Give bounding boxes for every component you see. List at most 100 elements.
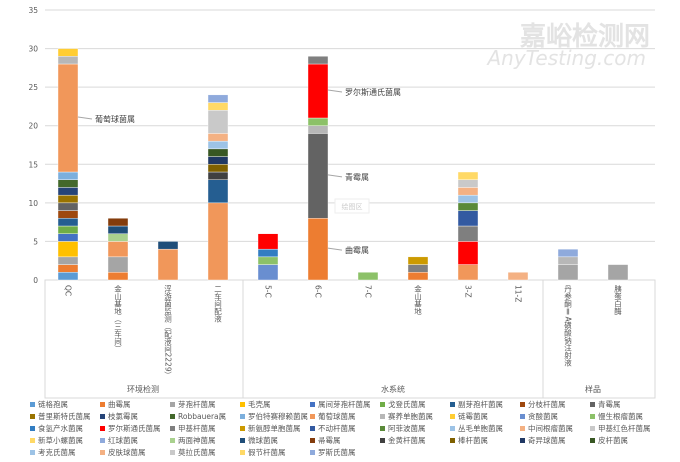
bar-segment-甲基杆菌属	[307, 56, 329, 65]
legend-label: 两面神菌属	[178, 436, 216, 445]
legend-label: 不动杆菌属	[318, 424, 356, 433]
bar-segment-曲霉属	[107, 272, 129, 281]
category-label: 11-Z	[514, 285, 523, 302]
bar-segment-慢生根瘤菌属	[257, 256, 279, 265]
legend-swatch	[380, 438, 385, 443]
bar-segment-考克氏菌属	[207, 140, 229, 150]
tooltip-box	[334, 198, 370, 214]
legend-swatch	[170, 402, 175, 407]
legend-item: 丛毛单胞菌属	[450, 423, 520, 434]
legend-swatch	[590, 426, 595, 431]
bar-segment-分枝杆菌属	[57, 210, 79, 219]
bar-segment-罗尔斯通氏菌属	[307, 63, 329, 119]
legend-item: 奇异球菌属	[520, 435, 590, 446]
data-annotation: 罗尔斯通氏菌属	[345, 87, 401, 97]
bar-segment-红球菌属	[557, 248, 579, 258]
legend: 链格孢属 曲霉属 芽孢杆菌属 毛壳属 属间芽孢杆菌属 戈登氏菌属 副芽孢杆菌属 分枝杆菌属 青霉…	[30, 399, 680, 458]
legend-item: 皮肤球菌属	[100, 447, 170, 458]
legend-item: 新草小螺菌属	[30, 435, 100, 446]
bar-segment-枝氯霉属	[57, 187, 79, 196]
y-tick-label: 35	[28, 6, 38, 15]
legend-label: 食氢产水菌属	[38, 424, 83, 433]
legend-swatch	[30, 450, 35, 455]
group-label: 环境检测	[127, 384, 159, 394]
category-label: 5-C	[264, 285, 273, 298]
group-label: 水系统	[381, 384, 405, 394]
legend-item: 红球菌属	[100, 435, 170, 446]
bar-segment-罗斯氏菌属	[207, 94, 229, 103]
legend-label: 帚霉属	[318, 436, 341, 445]
legend-label: 皮杆菌属	[598, 436, 628, 445]
legend-label: 慢生根瘤菌属	[598, 412, 643, 421]
legend-swatch	[170, 414, 175, 419]
bar-segment-甲基红色杆菌属	[457, 179, 479, 188]
legend-swatch	[590, 438, 595, 443]
legend-swatch	[520, 426, 525, 431]
legend-item: 葡萄球菌属	[310, 411, 380, 422]
bar-segment-皮杆菌属	[207, 148, 229, 157]
bar-segment-葡萄球菌属	[57, 63, 79, 173]
legend-swatch	[100, 414, 105, 419]
bar-segment-普里斯特氏菌属	[57, 194, 79, 204]
bar-segment-葡萄球菌属	[107, 241, 129, 258]
bar-segment-皮肤球菌属	[207, 133, 229, 142]
legend-label: 奇异球菌属	[528, 436, 566, 445]
legend-label: 新草小螺菌属	[38, 436, 83, 445]
tooltip: 绘图区	[342, 202, 363, 211]
bar-segment-毛壳属	[57, 241, 79, 258]
legend-label: 贪酸菌属	[528, 412, 558, 421]
bar-segment-丛毛单胞菌属	[457, 194, 479, 204]
legend-swatch	[310, 450, 315, 455]
legend-item: 假节杆菌属	[240, 447, 310, 458]
data-annotation: 葡萄球菌属	[95, 114, 135, 124]
legend-item: 莫拉氏菌属	[170, 447, 240, 458]
bar-segment-微球菌属	[107, 225, 129, 234]
bar-segment-芽孢杆菌属	[57, 256, 79, 265]
bar-segment-副芽孢杆菌属	[207, 179, 229, 204]
legend-item: 甲基红色杆菌属	[590, 423, 660, 434]
legend-label: 赛养单胞菌属	[388, 412, 433, 421]
legend-swatch	[240, 450, 245, 455]
category-axis-box	[44, 279, 656, 399]
legend-label: 戈登氏菌属	[388, 400, 426, 409]
bar-segment-食氢产水菌属	[257, 248, 279, 258]
bar-segment-中间根瘤菌属	[507, 272, 529, 281]
annotation-leader	[77, 116, 93, 120]
legend-item: Robbauera属	[170, 411, 240, 422]
legend-swatch	[380, 426, 385, 431]
legend-swatch	[310, 414, 315, 419]
legend-swatch	[100, 450, 105, 455]
legend-swatch	[30, 426, 35, 431]
legend-swatch	[30, 414, 35, 419]
legend-swatch	[590, 402, 595, 407]
category-label: 金山基地（三车间）	[113, 284, 122, 353]
legend-label: 莫拉氏菌属	[178, 448, 216, 457]
legend-item: 微球菌属	[240, 435, 310, 446]
legend-swatch	[590, 414, 595, 419]
legend-swatch	[100, 426, 105, 431]
legend-label: 副芽孢杆菌属	[458, 400, 503, 409]
legend-swatch	[240, 438, 245, 443]
legend-swatch	[450, 426, 455, 431]
legend-label: 阿菲波菌属	[388, 424, 426, 433]
bar-segment-链格孢属	[57, 272, 79, 281]
chart-svg: 0 5 10 15 20 25 30 35 环境检测 水系统 样品 QC 金山基地（三车间） 浮游菌监测（…	[28, 6, 656, 399]
bar-segment-棒杆菌属	[207, 164, 229, 173]
bar-segment-罗伯特赛穆赖菌属	[57, 171, 79, 180]
legend-swatch	[30, 438, 35, 443]
watermark: 嘉峪检测网	[519, 22, 650, 52]
bar-segment-阿菲波菌属	[457, 202, 479, 211]
legend-swatch	[100, 438, 105, 443]
legend-label: 链格孢属	[38, 400, 68, 409]
legend-item: 金黄杆菌属	[380, 435, 450, 446]
legend-label: 罗伯特赛穆赖菌属	[248, 412, 308, 421]
bar-segment-葡萄球菌属	[157, 248, 179, 281]
legend-swatch	[380, 414, 385, 419]
legend-item: 芽孢杆菌属	[170, 399, 240, 410]
legend-label: 罗尔斯通氏菌属	[108, 424, 161, 433]
bar-segment-芽孢杆菌属	[607, 264, 629, 281]
legend-item: 毛壳属	[240, 399, 310, 410]
legend-item: 食氢产水菌属	[30, 423, 100, 434]
legend-label: 普里斯特氏菌属	[38, 412, 91, 421]
